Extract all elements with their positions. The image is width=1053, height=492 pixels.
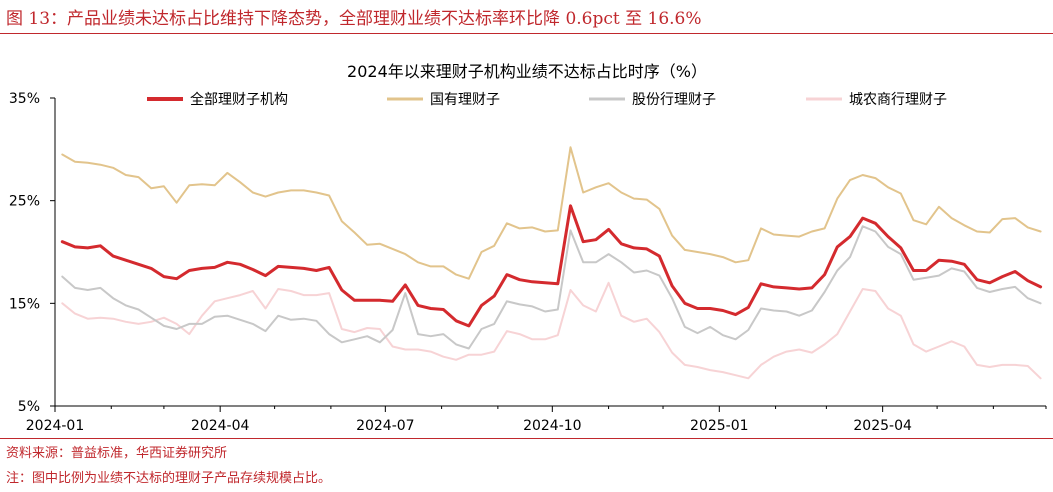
footer-rule — [0, 438, 1053, 439]
legend-label: 全部理财子机构 — [190, 91, 288, 108]
x-tick-label: 2024-10 — [523, 418, 582, 434]
y-tick-label: 5% — [18, 399, 40, 415]
series-line — [61, 281, 1042, 380]
legend-label: 城农商行理财子 — [849, 92, 947, 108]
plot-series — [60, 146, 1043, 380]
y-tick-label: 15% — [9, 296, 40, 312]
footnote: 注：图中比例为业绩不达标的理财子产品存续规模占比。 — [6, 471, 332, 486]
y-tick-label: 35% — [9, 91, 40, 107]
x-tick-label: 2025-04 — [853, 418, 912, 434]
y-tick-label: 25% — [9, 194, 40, 210]
x-tick-label: 2024-04 — [191, 418, 250, 434]
line-chart: 2024年以来理财子机构业绩不达标占比时序（%） 全部理财子机构 国有理财子 股份行… — [9, 62, 1047, 434]
chart-title: 2024年以来理财子机构业绩不达标占比时序（%） — [347, 62, 707, 81]
legend-label: 国有理财子 — [430, 92, 500, 108]
source-note: 资料来源：普益标准，华西证券研究所 — [6, 446, 228, 461]
legend-label: 股份行理财子 — [632, 92, 716, 108]
series-line — [60, 204, 1043, 328]
x-tick-label: 2024-07 — [356, 418, 415, 434]
x-tick-label: 2025-01 — [690, 418, 749, 434]
figure-title: 图 13：产品业绩未达标占比维持下降态势，全部理财业绩不达标率环比降 0.6pc… — [6, 9, 702, 29]
series-line — [61, 225, 1042, 350]
series-line — [61, 146, 1042, 280]
legend: 全部理财子机构 国有理财子 股份行理财子 城农商行理财子 — [147, 91, 947, 108]
x-tick-label: 2024-01 — [26, 418, 85, 434]
x-axis: 2024-01 2024-04 2024-07 2024-10 2025-01 2025-… — [26, 405, 1047, 434]
y-axis: 5% 15% 25% 35% — [9, 91, 56, 415]
title-rule — [0, 33, 1053, 34]
